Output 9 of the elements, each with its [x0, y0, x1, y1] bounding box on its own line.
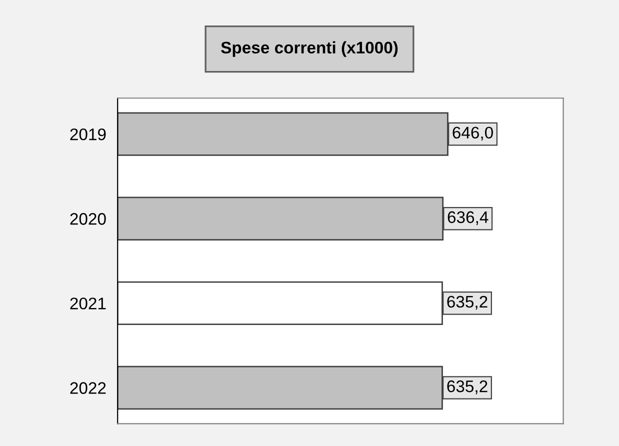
y-tick-label: 2021: [70, 298, 106, 310]
chart-title: Spese correnti (x1000): [221, 41, 398, 57]
data-label: 646,0: [452, 126, 493, 141]
y-tick-label: 2022: [70, 382, 106, 394]
y-tick-label: 2020: [70, 213, 106, 225]
data-label: 636,4: [448, 211, 488, 226]
data-label: 635,2: [447, 296, 488, 310]
data-label: 635,2: [447, 380, 488, 394]
y-tick-label: 2019: [70, 128, 106, 140]
